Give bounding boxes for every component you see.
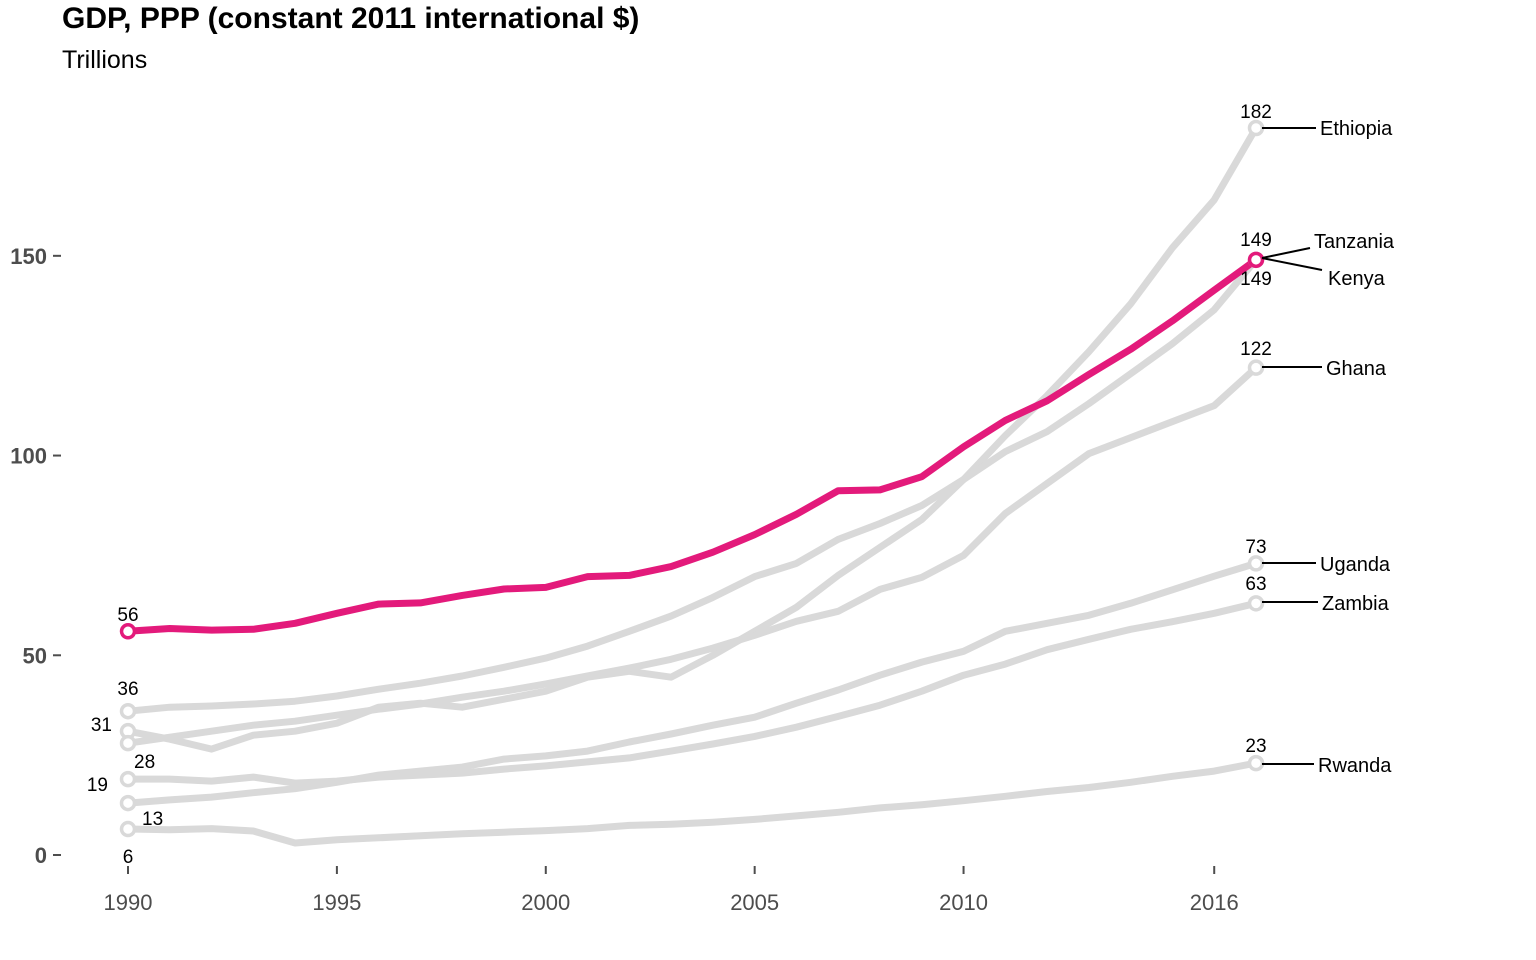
series-name-label-kenya: Kenya <box>1328 268 1386 290</box>
x-axis: 1990 1995 2000 2005 2010 2016 <box>104 866 1239 915</box>
end-marker-tanzania <box>1247 359 1265 376</box>
start-marker-zambia <box>119 770 137 788</box>
start-value-label-rwanda: 6 <box>123 847 134 868</box>
x-tick-label-2010: 2010 <box>939 890 988 915</box>
series-line-rwanda <box>124 759 1260 847</box>
series-line-ethiopia <box>124 124 1260 753</box>
series-name-label-uganda: Uganda <box>1320 554 1391 576</box>
x-tick-label-2005: 2005 <box>730 890 779 915</box>
end-value-label-uganda: 73 <box>1245 537 1266 558</box>
series-line-tanzania <box>124 364 1260 747</box>
end-value-label-tanzania: 149 <box>1240 269 1272 290</box>
end-marker-rwanda <box>1247 754 1265 772</box>
end-value-label-ghana: 122 <box>1240 339 1272 360</box>
start-marker-rwanda <box>119 820 137 838</box>
start-value-label-zambia: 19 <box>87 775 108 796</box>
y-axis: 0 50 100 150 <box>10 244 61 868</box>
highlighted-series-lines <box>124 256 1260 635</box>
y-tick-label-150: 150 <box>10 244 47 269</box>
leader-line-tanzania <box>1261 247 1311 259</box>
series-line-zambia <box>124 599 1260 787</box>
end-marker-uganda <box>1247 555 1265 572</box>
start-marker-tanzania <box>119 734 137 752</box>
value-labels: 56 149 Kenya 31 182 Ethiopia 28 149 Tanzania 36 12… <box>87 102 1395 868</box>
x-tick-label-2000: 2000 <box>521 890 570 915</box>
y-tick-label-50: 50 <box>23 643 47 668</box>
chart-subtitle: Trillions <box>62 46 148 74</box>
y-tick-label-0: 0 <box>35 843 47 868</box>
series-line-uganda <box>124 559 1260 807</box>
end-marker-kenya <box>1247 251 1265 269</box>
x-tick-label-1990: 1990 <box>104 890 153 915</box>
start-value-label-ethiopia: 31 <box>91 715 112 736</box>
start-marker-ghana <box>119 702 137 720</box>
start-value-label-ghana: 36 <box>117 679 138 700</box>
end-marker-zambia <box>1247 595 1265 612</box>
end-value-label-kenya: 149 <box>1240 230 1272 251</box>
end-value-label-zambia: 63 <box>1245 574 1266 595</box>
start-value-label-uganda: 13 <box>142 809 163 830</box>
series-name-label-tanzania: Tanzania <box>1314 231 1395 253</box>
x-tick-label-1995: 1995 <box>312 890 361 915</box>
leader-line-kenya <box>1261 257 1323 271</box>
endpoint-markers <box>119 119 1265 838</box>
series-line-ghana <box>124 256 1260 715</box>
end-value-label-ethiopia: 182 <box>1240 102 1272 123</box>
muted-series-lines <box>124 124 1260 847</box>
x-tick-label-2016: 2016 <box>1190 890 1239 915</box>
start-marker-kenya <box>119 623 137 640</box>
start-value-label-tanzania: 28 <box>134 752 155 773</box>
y-tick-label-100: 100 <box>10 444 47 469</box>
series-line-kenya <box>124 256 1260 635</box>
start-value-label-kenya: 56 <box>117 605 138 626</box>
series-name-label-ghana: Ghana <box>1326 358 1387 380</box>
series-name-label-zambia: Zambia <box>1322 593 1390 615</box>
start-marker-uganda <box>119 794 137 812</box>
chart-title: GDP, PPP (constant 2011 international $) <box>62 2 640 35</box>
end-marker-ethiopia <box>1247 119 1265 137</box>
end-value-label-rwanda: 23 <box>1245 736 1266 757</box>
series-name-label-ethiopia: Ethiopia <box>1320 118 1393 140</box>
series-name-label-rwanda: Rwanda <box>1318 755 1392 777</box>
